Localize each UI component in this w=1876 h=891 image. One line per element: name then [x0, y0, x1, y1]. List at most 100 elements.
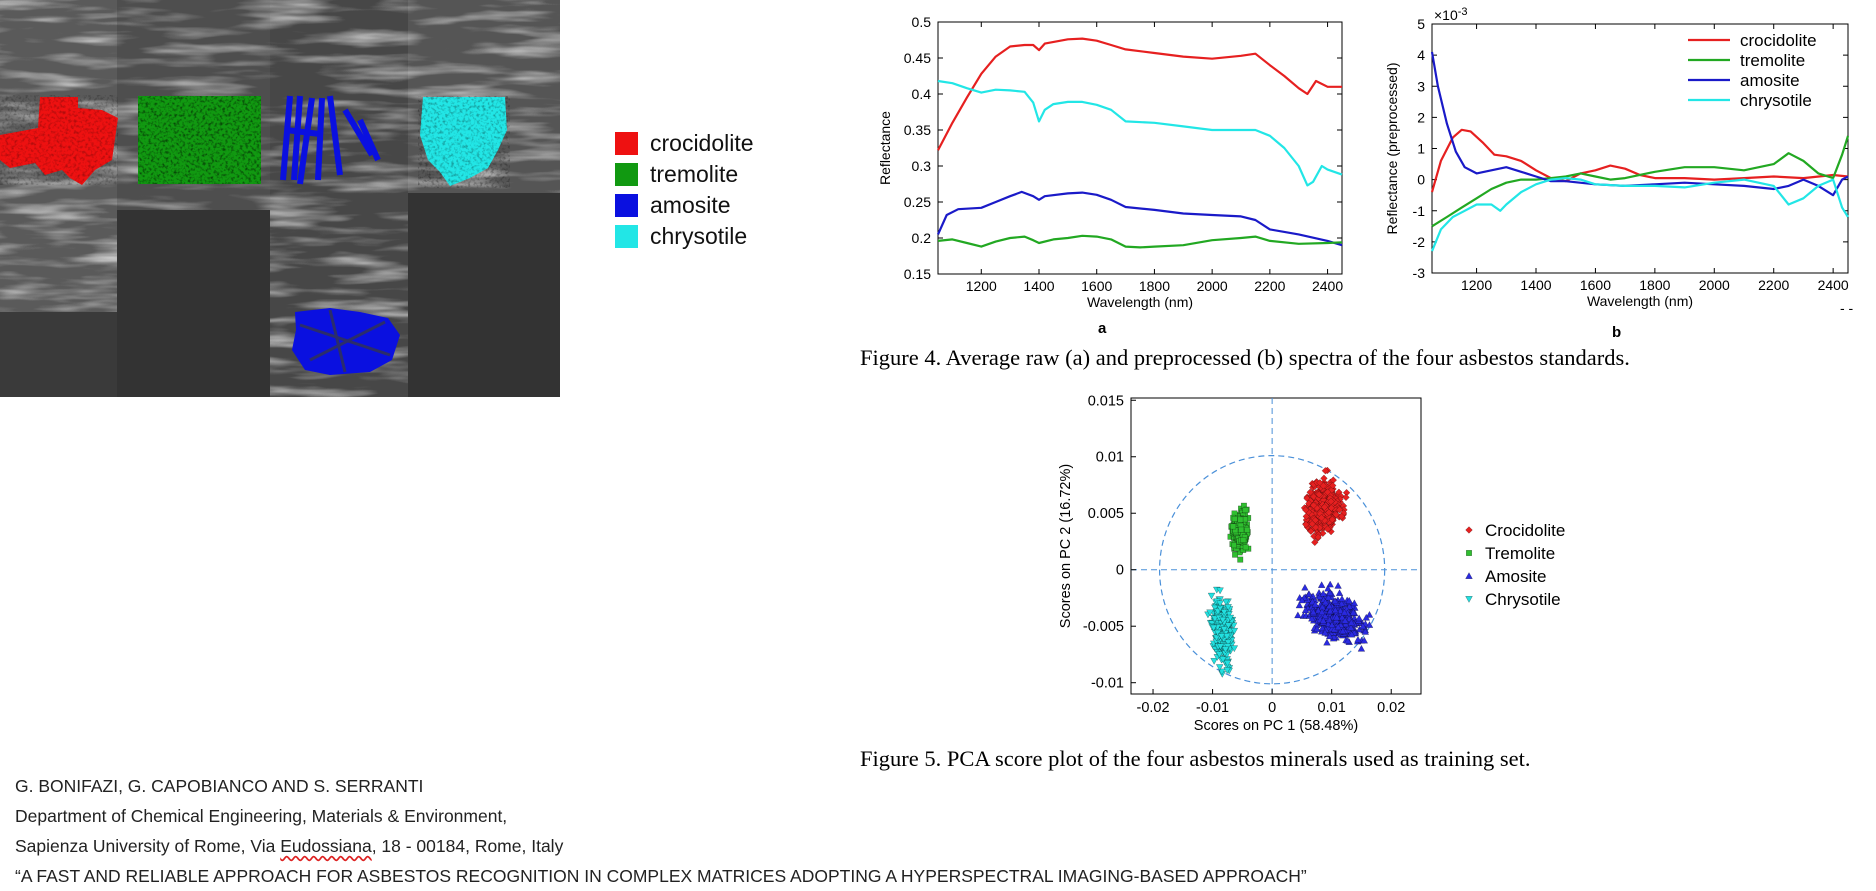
- legend-marker-amosite: [1465, 572, 1473, 579]
- data-point-amosite: [1334, 581, 1342, 589]
- data-point-crocidolite: [1342, 493, 1350, 502]
- data-point-amosite: [1341, 620, 1350, 628]
- data-point-amosite: [1298, 596, 1306, 604]
- data-point-amosite: [1314, 606, 1323, 614]
- data-point-amosite: [1336, 607, 1345, 614]
- y-axis-label: Reflectance (preprocessed): [1384, 63, 1400, 235]
- data-point-crocidolite: [1320, 474, 1328, 483]
- y-axis-label: Scores on PC 2 (16.72%): [1058, 464, 1074, 628]
- data-point-amosite: [1354, 635, 1362, 643]
- legend-marker-tremolite: [1466, 550, 1472, 556]
- y-tick-label: 0.005: [1088, 506, 1124, 522]
- data-point-chrysotile: [1218, 668, 1226, 676]
- x-tick-label: -0.01: [1196, 700, 1229, 716]
- y-tick-label: 4: [1417, 47, 1425, 63]
- data-point-amosite: [1308, 597, 1317, 605]
- data-point-chrysotile: [1207, 592, 1216, 600]
- y-tick-label: 0.015: [1088, 393, 1124, 409]
- legend-label: amosite: [650, 192, 731, 218]
- data-point-amosite: [1328, 621, 1336, 628]
- subfigure-label-a: a: [1098, 320, 1107, 337]
- x-tick-label: 1400: [1023, 278, 1054, 294]
- data-point-crocidolite: [1311, 538, 1319, 547]
- data-point-crocidolite: [1328, 515, 1337, 524]
- x-axis-label: Wavelength (nm): [1587, 293, 1693, 309]
- y-tick-label: 0.45: [904, 50, 931, 66]
- data-point-chrysotile: [1222, 598, 1230, 606]
- data-point-amosite: [1359, 622, 1367, 630]
- series-line-0: [937, 37, 1342, 151]
- legend-label: crocidolite: [650, 130, 754, 156]
- legend-label-tremolite: tremolite: [1740, 51, 1805, 70]
- data-point-chrysotile: [1226, 614, 1235, 622]
- y-tick-label: 0.4: [912, 86, 932, 102]
- data-point-amosite: [1331, 606, 1340, 614]
- data-point-crocidolite: [1327, 497, 1335, 506]
- data-point-chrysotile: [1224, 604, 1232, 611]
- data-point-crocidolite: [1306, 488, 1314, 497]
- data-point-chrysotile: [1219, 656, 1227, 664]
- data-point-chrysotile: [1216, 643, 1225, 651]
- data-point-amosite: [1317, 581, 1326, 588]
- data-point-chrysotile: [1230, 645, 1239, 653]
- data-point-chrysotile: [1223, 633, 1231, 641]
- footer-address: Sapienza University of Rome, Via Eudossi…: [15, 831, 1307, 861]
- data-point-crocidolite: [1323, 525, 1332, 533]
- legend-swatch-tremolite: [615, 163, 638, 186]
- footer-address-prefix: Sapienza University of Rome, Via: [15, 836, 281, 856]
- data-point-amosite: [1340, 608, 1349, 616]
- raw-spectra-chart: 1200 1400 1600 1800 2000 2200 2400 0.15 0.2 0.25 0…: [877, 14, 1343, 310]
- author-footer: G. BONIFAZI, G. CAPOBIANCO AND S. SERRAN…: [15, 771, 1307, 891]
- data-point-tremolite: [1231, 542, 1237, 549]
- footer-address-street: Eudossiana: [280, 836, 372, 856]
- data-point-tremolite: [1244, 526, 1251, 533]
- data-point-chrysotile: [1206, 609, 1214, 617]
- data-point-chrysotile: [1218, 616, 1227, 624]
- data-point-crocidolite: [1332, 510, 1340, 519]
- data-point-tremolite: [1242, 544, 1249, 551]
- legend-swatch-amosite: [615, 194, 638, 217]
- y-tick-label: 0: [1417, 172, 1425, 188]
- data-point-amosite: [1326, 607, 1335, 615]
- data-point-amosite: [1347, 618, 1356, 626]
- y-axis-label: Reflectance: [877, 111, 893, 185]
- data-point-amosite: [1350, 599, 1359, 607]
- data-point-amosite: [1319, 589, 1328, 597]
- legend-marker-crocidolite: [1465, 526, 1473, 534]
- legend-swatch-crocidolite: [615, 132, 638, 155]
- data-point-amosite: [1301, 606, 1310, 614]
- series-points-amosite: [1294, 580, 1374, 652]
- x-tick-label: 1200: [966, 278, 997, 294]
- y-tick-label: 0.5: [912, 14, 932, 30]
- data-point-amosite: [1334, 623, 1342, 631]
- data-point-amosite: [1326, 580, 1334, 588]
- legend-label-amosite: amosite: [1740, 71, 1800, 90]
- data-point-amosite: [1347, 623, 1355, 631]
- legend-swatch-chrysotile: [615, 225, 638, 248]
- data-point-tremolite: [1238, 526, 1245, 533]
- series-line-2: [936, 190, 1343, 247]
- data-point-amosite: [1311, 600, 1320, 608]
- data-point-chrysotile: [1215, 664, 1224, 672]
- data-point-tremolite: [1230, 523, 1237, 530]
- data-point-tremolite: [1242, 507, 1249, 514]
- plot-frame: [1130, 397, 1422, 695]
- data-point-amosite: [1324, 584, 1332, 592]
- data-point-amosite: [1345, 596, 1354, 604]
- data-point-amosite: [1321, 598, 1330, 606]
- data-point-chrysotile: [1212, 634, 1221, 642]
- y-tick-label: -2: [1413, 234, 1426, 250]
- data-point-chrysotile: [1220, 626, 1228, 634]
- data-point-amosite: [1321, 628, 1329, 636]
- x-tick-label: 2000: [1699, 277, 1730, 293]
- data-point-chrysotile: [1208, 620, 1216, 628]
- data-point-amosite: [1360, 636, 1369, 644]
- legend-item-amosite: amosite: [615, 190, 754, 221]
- legend-item-crocidolite: Crocidolite: [1465, 521, 1565, 540]
- data-point-amosite: [1319, 616, 1328, 624]
- x-tick-label: 0.02: [1377, 700, 1405, 716]
- series-line-1: [937, 79, 1343, 187]
- data-point-crocidolite: [1325, 508, 1333, 517]
- data-point-chrysotile: [1215, 651, 1224, 659]
- figure-4-caption: Figure 4. Average raw (a) and preprocess…: [860, 345, 1630, 370]
